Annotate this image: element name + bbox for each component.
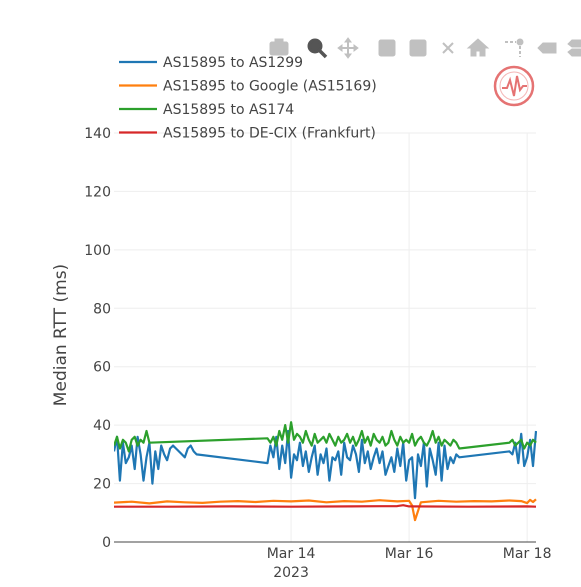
zoom-in-icon[interactable]: Zoom in — [378, 39, 396, 57]
legend-label: AS15895 to DE-CIX (Frankfurt) — [163, 126, 376, 142]
y-tick-label: 140 — [84, 126, 111, 142]
legend-label: AS15895 to AS1299 — [163, 55, 303, 71]
modebar[interactable]: Download plot as a png Zoom Pan Zoom in Zoom… — [269, 37, 581, 59]
pan-icon[interactable]: Pan — [337, 37, 359, 59]
axis-layer: Median RTT (ms) 0 20 40 60 80 100 120 140 Mar 14… — [51, 126, 551, 581]
series-line-1 — [114, 498, 537, 522]
y-axis-title: Median RTT (ms) — [51, 264, 71, 406]
y-tick-label: 80 — [93, 301, 111, 317]
series-layer — [114, 421, 537, 522]
autoscale-icon[interactable]: Autoscale — [439, 39, 457, 57]
hover-compare-icon[interactable]: Compare data on hover — [567, 39, 581, 57]
spike-lines-icon[interactable]: Toggle Spike Lines — [505, 38, 524, 57]
legend-item[interactable]: AS15895 to Google (AS15169) — [119, 79, 377, 95]
legend-item[interactable]: AS15895 to DE-CIX (Frankfurt) — [119, 126, 376, 142]
hover-closest-icon[interactable]: Show closest data on hover — [537, 42, 557, 54]
x-tick-label: Mar 16 — [385, 546, 434, 562]
legend-label: AS15895 to AS174 — [163, 102, 294, 118]
series-line-2 — [114, 421, 537, 453]
series-line-0 — [114, 429, 537, 500]
y-tick-label: 40 — [93, 418, 111, 434]
y-tick-label: 100 — [84, 243, 111, 259]
legend-item[interactable]: AS15895 to AS1299 — [119, 55, 303, 71]
series-line-3 — [114, 504, 537, 508]
x-tick-label: Mar 18 — [503, 546, 552, 562]
zoom-icon[interactable]: Zoom — [307, 38, 328, 59]
zoom-out-icon[interactable]: Zoom out — [409, 39, 427, 57]
x-tick-sublabel: 2023 — [273, 565, 309, 581]
x-tick-label: Mar 14 — [267, 546, 316, 562]
legend-label: AS15895 to Google (AS15169) — [163, 79, 377, 95]
legend-item[interactable]: AS15895 to AS174 — [119, 102, 294, 118]
reset-axes-icon[interactable]: Reset axes — [466, 38, 490, 57]
y-tick-label: 20 — [93, 477, 111, 493]
y-tick-label: 60 — [93, 360, 111, 376]
y-tick-label: 0 — [102, 535, 111, 551]
camera-icon[interactable]: Download plot as a png — [269, 38, 289, 56]
plotly-logo-icon[interactable] — [493, 65, 535, 107]
legend[interactable]: AS15895 to AS1299 AS15895 to Google (AS15… — [119, 55, 377, 142]
grid-layer — [114, 132, 536, 542]
y-tick-label: 120 — [84, 184, 111, 200]
